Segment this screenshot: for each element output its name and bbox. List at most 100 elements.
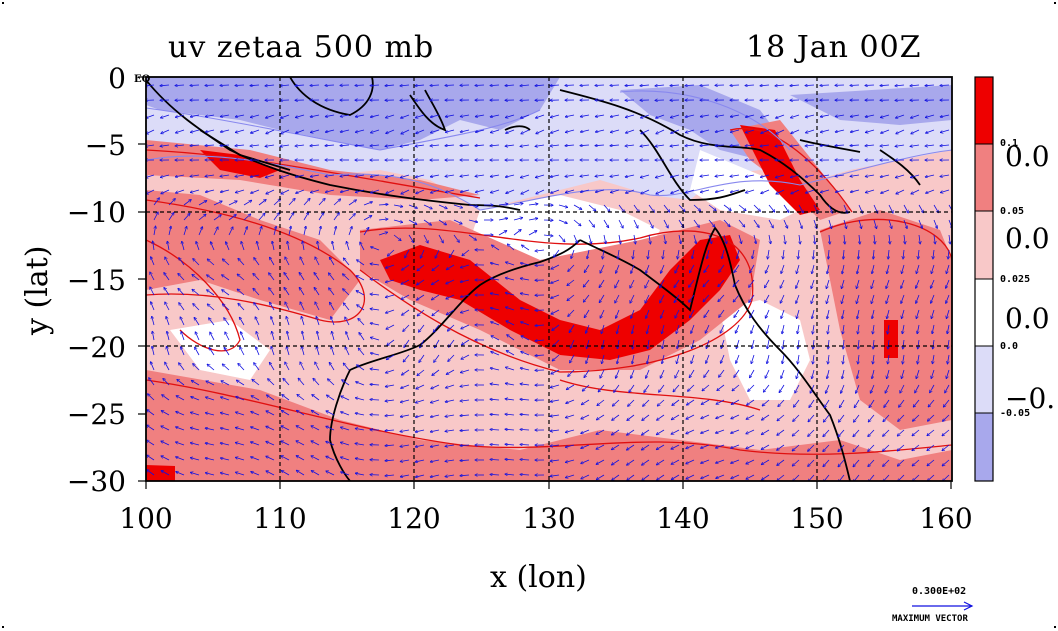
wind-vector [198, 214, 206, 221]
wind-vector [224, 347, 230, 356]
wind-vector [820, 114, 830, 117]
wind-vector [432, 309, 440, 316]
wind-vector [820, 129, 830, 132]
wind-vector [332, 241, 335, 251]
y-tick-label: 0 [108, 62, 126, 95]
wind-vector [520, 145, 530, 146]
wind-vector [460, 264, 470, 268]
wind-vector [535, 250, 545, 251]
wind-vector [151, 257, 155, 266]
wind-vector [521, 336, 530, 341]
wind-vector [940, 175, 950, 177]
wind-vector [558, 219, 567, 223]
wind-vector [195, 347, 200, 356]
wind-vector [745, 174, 755, 177]
wind-vector [370, 85, 380, 86]
wind-vector [730, 189, 740, 192]
wind-vector [239, 317, 245, 326]
wind-vector [551, 264, 560, 269]
wind-vector [445, 175, 455, 177]
wind-vector [765, 309, 770, 318]
wind-vector [190, 114, 200, 117]
wind-vector [205, 175, 215, 176]
wind-vector [751, 354, 755, 364]
wind-vector [310, 114, 320, 117]
wind-vector [152, 346, 155, 356]
wind-vector [618, 219, 623, 228]
wind-vector [600, 264, 605, 273]
max-vector-value: 0.300E+02 [912, 586, 967, 597]
wind-vector [700, 115, 710, 117]
wind-vector [919, 234, 920, 244]
wind-vector [820, 145, 830, 146]
wind-vector [258, 200, 266, 206]
wind-vector [880, 114, 890, 118]
wind-vector [446, 264, 455, 270]
wind-vector [820, 85, 830, 86]
wind-vector [660, 279, 665, 288]
wind-vector [438, 219, 447, 225]
wind-vector [811, 294, 815, 304]
wind-vector [435, 249, 440, 258]
wind-vector [222, 304, 230, 311]
wind-vector [520, 308, 530, 311]
wind-vector [475, 145, 485, 146]
wind-vector [603, 219, 609, 228]
wind-vector [430, 174, 440, 177]
wind-vector [580, 85, 590, 86]
wind-vector [565, 129, 575, 132]
wind-vector [506, 321, 515, 326]
wind-vector [610, 114, 620, 117]
wind-vector [723, 219, 730, 227]
wind-vector [446, 309, 455, 315]
wind-vector [220, 175, 230, 176]
wind-vector [580, 175, 590, 176]
wind-vector [918, 339, 919, 349]
wind-vector [331, 347, 335, 356]
wind-vector [753, 204, 760, 211]
wind-vector [858, 354, 859, 364]
wind-vector [630, 279, 635, 288]
x-tick-label: 140 [656, 502, 710, 535]
wind-vector [896, 189, 905, 194]
wind-vector [835, 189, 845, 192]
wind-vector [207, 364, 215, 371]
wind-vector [850, 145, 860, 146]
wind-vector [370, 264, 380, 265]
wind-vector [317, 331, 320, 341]
wind-vector [325, 145, 335, 146]
wind-vector [385, 279, 395, 282]
wind-vector [253, 288, 260, 296]
wind-vector [251, 129, 260, 133]
wind-vector [782, 354, 785, 364]
wind-vector [689, 294, 695, 302]
wind-vector [881, 189, 890, 193]
wind-vector [393, 234, 401, 241]
wind-vector [160, 174, 170, 177]
wind-vector [888, 249, 889, 259]
wind-vector [165, 362, 170, 371]
wind-vector [715, 115, 725, 117]
wind-vector [902, 264, 905, 274]
wind-vector [179, 303, 185, 311]
y-tick-label: −5 [84, 129, 126, 162]
wind-vector [550, 145, 560, 146]
wind-vector [722, 249, 725, 259]
wind-vector [678, 234, 681, 244]
wind-vector [183, 200, 191, 206]
wind-vectors [146, 85, 952, 481]
wind-vector [378, 232, 388, 236]
wind-vector [468, 219, 478, 222]
wind-vector [568, 264, 575, 272]
wind-vector [751, 324, 755, 333]
wind-vector [535, 85, 545, 86]
wind-vector [760, 145, 770, 146]
wind-vector [417, 264, 425, 271]
wind-vector [761, 189, 770, 194]
wind-vector [768, 219, 773, 228]
wind-vector [648, 249, 649, 259]
wind-vector [386, 129, 395, 134]
wind-vector [192, 289, 200, 296]
wind-vector [719, 309, 725, 317]
wind-vector [220, 145, 230, 146]
